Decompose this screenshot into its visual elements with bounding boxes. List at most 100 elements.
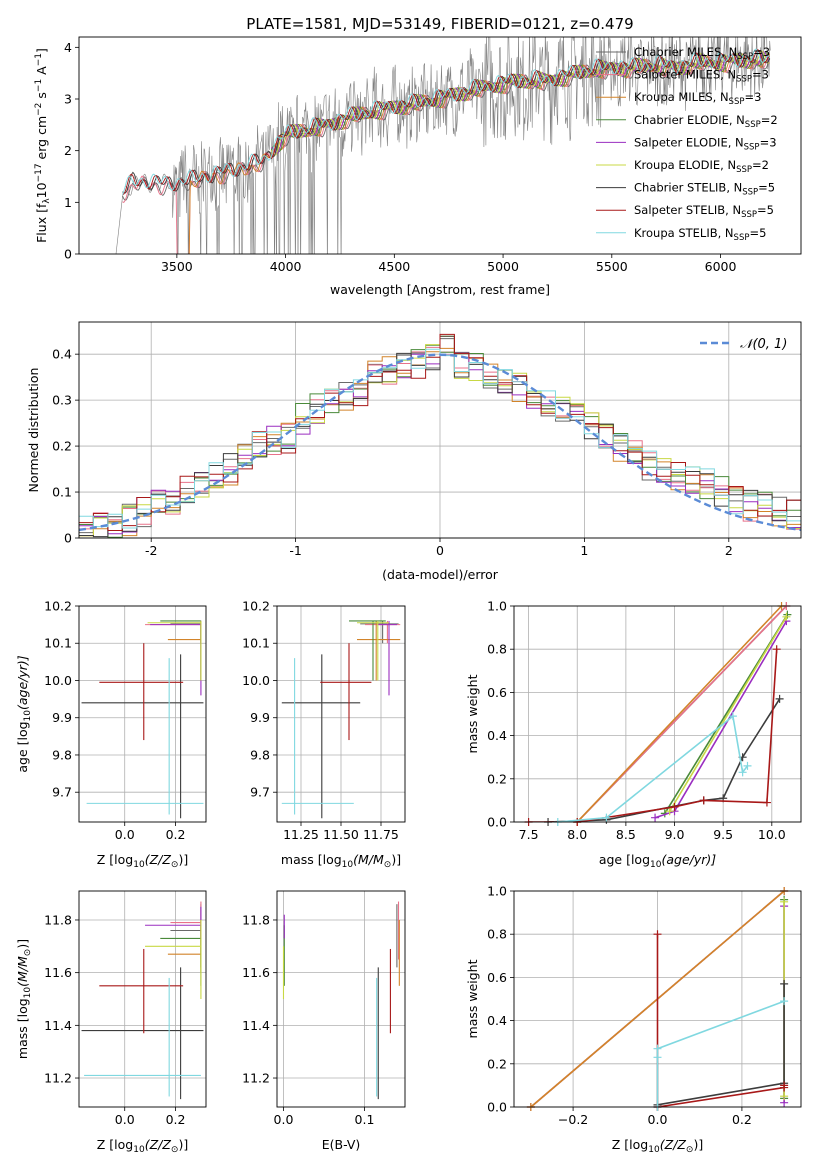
figure-title: PLATE=1581, MJD=53149, FIBERID=0121, z=0… [246,15,633,33]
marker [670,802,679,811]
normal-curve [79,353,801,532]
y-tick-label: 4 [64,40,72,55]
y-tick-label: 9.7 [52,785,72,800]
x-tick-label: 0.2 [166,1112,186,1127]
x-tick-label: -1 [289,543,301,558]
y-tick-label: 3 [64,92,72,107]
legend-label: Kroupa ELODIE, NSSP=2 [634,158,769,175]
marker [699,796,708,805]
weight-line-salpeter-stelib [528,649,778,822]
hist-line [79,348,801,529]
x-tick-label: 8.0 [567,827,587,842]
y-tick-label: 10.0 [242,673,270,688]
svg-text:mass [log10(M/M⊙)]: mass [log10(M/M⊙)] [15,939,33,1059]
y-tick-label: 0 [64,247,72,262]
axes-frame [276,605,406,823]
y-tick-label: 0.6 [487,685,507,700]
weight-line-chabrier-stelib [548,698,781,822]
y-tick-label: 0.4 [487,728,507,743]
x-tick-label: 6000 [705,259,737,274]
legend-label: Kroupa MILES, NSSP=3 [634,90,761,107]
y-tick-label: 0 [64,531,72,546]
x-tick-label: 8.5 [616,827,636,842]
mass-vs-ebv-panel: 0.0 0.1 11.2 11.4 11.6 11.8 E(B-V) [242,890,406,1152]
marker [782,612,791,621]
y-tick-label: 11.8 [242,912,270,927]
marker [772,645,781,654]
y-axis-label: mass weight [465,674,480,753]
y-tick-label: 10.2 [44,599,72,614]
x-tick-label: 3500 [161,259,193,274]
x-tick-label: 0.0 [115,827,135,842]
y-axis-label: Normed distribution [26,368,41,493]
legend-label: Kroupa STELIB, NSSP=5 [634,226,766,243]
x-axis-label: mass [log10(M/M⊙)] [281,852,401,870]
y-tick-label: 0.8 [487,927,507,942]
x-tick-label: 5500 [596,259,628,274]
x-tick-label: 0.0 [115,1112,135,1127]
axes-frame [78,890,207,1108]
x-tick-label: 0.0 [274,1112,294,1127]
residuals-panel: -2 -1 0 1 2 0 0.1 0.2 0.3 0.4 𝒩(0, 1) (data-model)/… [26,321,802,582]
age-vs-mass-panel: 11.25 11.50 11.75 9.7 9.8 9.9 10.0 10.1 10.2 mass… [242,599,406,870]
x-tick-label: 10.0 [758,827,786,842]
y-tick-label: 0.2 [487,1056,507,1071]
x-tick-label: 0.0 [648,1112,668,1127]
y-tick-label: 1 [64,195,72,210]
x-tick-label: 11.75 [363,827,399,842]
y-tick-label: 9.9 [250,710,270,725]
weight-line-kroupa-elodie [669,616,788,812]
x-tick-label: 11.50 [323,827,359,842]
hist-line [79,333,801,531]
x-tick-label: 2 [725,543,733,558]
marker [780,979,789,988]
y-tick-label: 0.0 [487,815,507,830]
x-tick-label: 11.25 [283,827,319,842]
marker [780,897,789,906]
y-tick-label: 10.1 [242,636,270,651]
y-tick-label: 11.2 [242,1071,270,1086]
x-tick-label: 9.0 [665,827,685,842]
x-axis-label: E(B-V) [322,1137,361,1152]
x-tick-label: 0.1 [355,1112,375,1127]
marker [775,694,784,703]
massweight-vs-age-panel: 7.5 8.0 8.5 9.0 9.5 10.0 0.0 0.2 0.4 0.6 0.8 1.0 age… [465,599,802,870]
axes-frame [78,36,802,255]
marker [653,1053,662,1062]
axes-frame [78,605,207,823]
y-axis-label: mass [log10(M/M⊙)] [15,939,33,1059]
y-tick-label: 0.8 [487,642,507,657]
legend-label: Salpeter STELIB, NSSP=5 [634,203,774,220]
model-line-chabrier-elodie [270,51,771,153]
marker [780,1092,789,1101]
marker [728,712,737,721]
y-tick-label: 0.2 [487,771,507,786]
y-tick-label: 10.2 [242,599,270,614]
y-axis-label: Flux [fλ10−17 erg cm−2 s−1 A−1] [34,48,52,243]
y-axis-label: mass weight [465,959,480,1038]
x-axis-label: Z [log10(Z/Z⊙)] [97,852,188,870]
y-tick-label: 9.9 [52,710,72,725]
legend-label: 𝒩(0, 1) [740,337,787,352]
y-tick-label: 0.1 [52,485,72,500]
svg-text:age [log10(age/yr)]: age [log10(age/yr)] [15,655,33,772]
axes-frame [513,605,802,823]
y-tick-label: 0.0 [487,1100,507,1115]
y-tick-label: 11.6 [242,965,270,980]
model-line-kroupa-stelib [122,48,771,195]
marker [665,807,674,816]
marker [783,610,792,619]
y-tick-label: 0.6 [487,970,507,985]
marker [602,813,611,822]
legend-label: Chabrier STELIB, NSSP=5 [634,181,775,198]
x-axis-label: age [log10(age/yr)] [599,852,716,870]
marker [743,761,752,770]
x-axis-label: wavelength [Angstrom, rest frame] [330,282,550,297]
model-line-chabrier-stelib [122,50,771,194]
legend-label: Chabrier ELODIE, NSSP=2 [634,113,778,130]
y-tick-label: 0.3 [52,393,72,408]
spectrum-legend: Chabrier MILES, NSSP=3 Salpeter MILES, NS… [596,45,778,243]
x-tick-label: -2 [145,543,157,558]
y-tick-label: 1.0 [487,884,507,899]
marker [651,813,660,822]
